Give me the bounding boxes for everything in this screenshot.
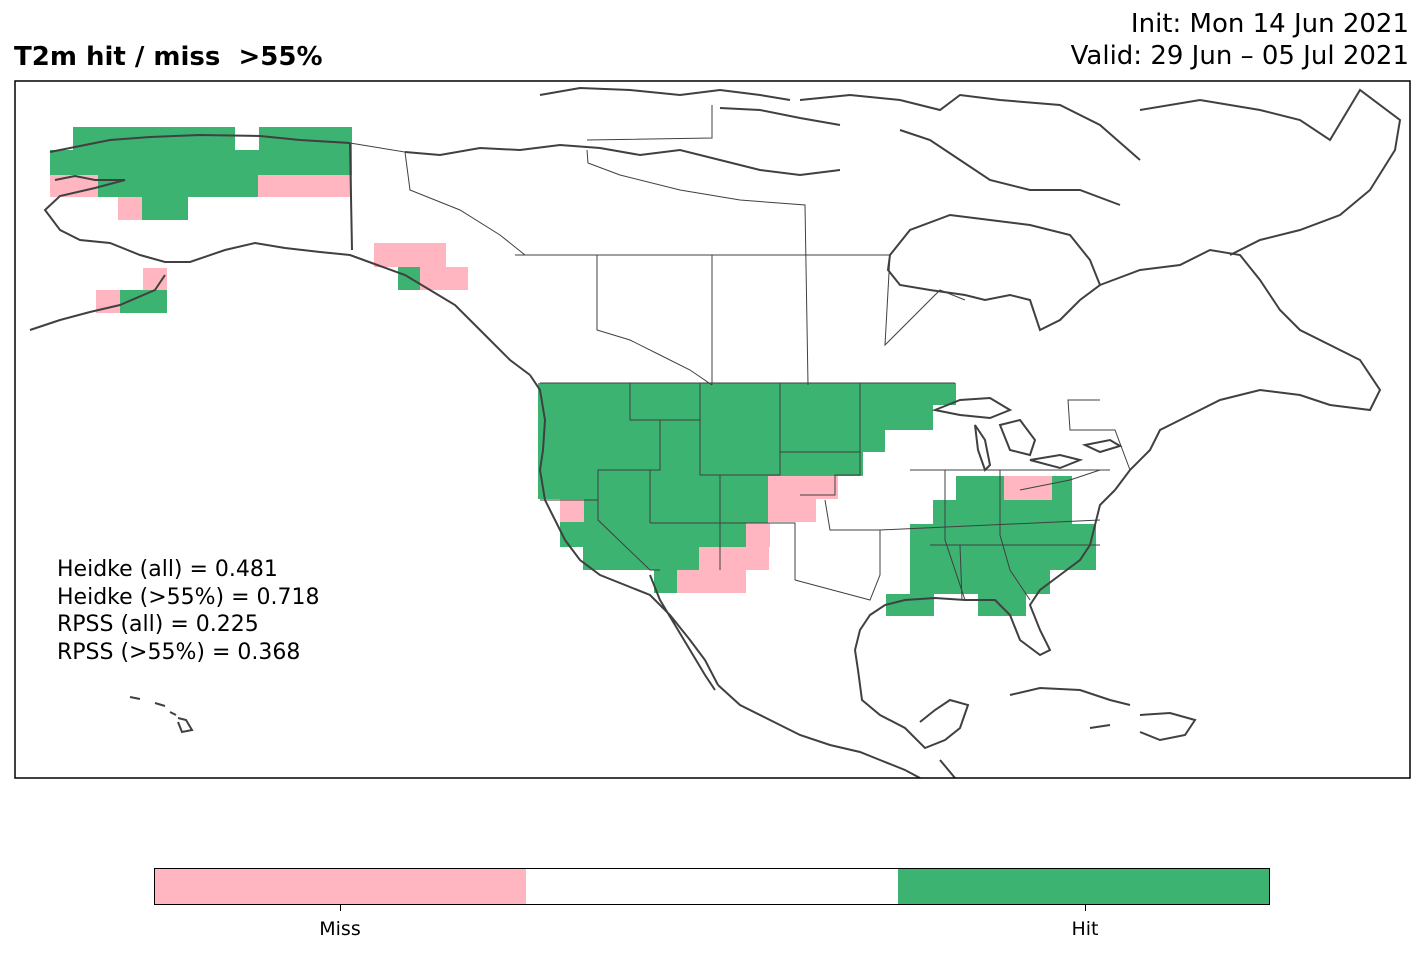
miss-cell xyxy=(374,243,446,267)
hit-cell xyxy=(560,499,768,523)
hit-cell xyxy=(538,476,768,499)
rpss-55: RPSS (>55%) = 0.368 xyxy=(57,639,301,665)
hit-cell xyxy=(654,570,677,593)
colorbar xyxy=(154,868,1270,905)
miss-cell xyxy=(50,175,98,197)
miss-cell xyxy=(560,499,584,522)
miss-cell xyxy=(118,197,142,220)
hit-cell xyxy=(120,290,167,313)
hit-cell xyxy=(583,547,699,570)
colorbar-neutral-segment xyxy=(526,869,898,904)
province-borders xyxy=(349,105,1131,471)
date-info: Init: Mon 14 Jun 2021 Valid: 29 Jun – 05… xyxy=(1071,8,1409,72)
hit-miss-grid xyxy=(50,127,1096,616)
hit-cell xyxy=(538,383,956,405)
great-lakes xyxy=(931,396,1123,472)
init-date: Init: Mon 14 Jun 2021 xyxy=(1130,9,1409,39)
hit-cell xyxy=(98,175,258,197)
verification-scores: Heidke (all) = 0.481 Heidke (>55%) = 0.7… xyxy=(57,556,320,666)
colorbar-hit-segment xyxy=(897,869,1269,904)
hit-cell xyxy=(73,127,235,151)
hit-cell xyxy=(910,546,1096,570)
hit-cell xyxy=(910,524,1096,546)
arctic-coastline xyxy=(404,86,1402,256)
colorbar-label-miss: Miss xyxy=(319,918,361,940)
colorbar-tick-miss xyxy=(340,905,341,911)
hit-cell xyxy=(956,476,1004,500)
valid-date-range: Valid: 29 Jun – 05 Jul 2021 xyxy=(1070,41,1409,71)
hit-cell xyxy=(910,570,1050,594)
hit-cell xyxy=(538,405,933,430)
miss-cell xyxy=(699,547,769,570)
hit-cell xyxy=(978,594,1026,616)
miss-cell xyxy=(258,175,352,197)
hit-cell xyxy=(560,523,770,547)
hawaii-islands xyxy=(129,696,194,734)
pacific-coastline xyxy=(529,374,719,691)
miss-cell xyxy=(768,499,816,522)
heidke-55: Heidke (>55%) = 0.718 xyxy=(57,584,320,610)
alaska-coastline xyxy=(29,133,531,376)
hit-cell xyxy=(142,197,188,220)
hit-cell xyxy=(933,500,1072,524)
labrador-coastline xyxy=(1099,248,1382,491)
heidke-all: Heidke (all) = 0.481 xyxy=(57,557,278,582)
colorbar-tick-hit xyxy=(1085,905,1086,911)
map-outlines xyxy=(29,86,1402,778)
miss-cell xyxy=(746,523,770,547)
hit-cell xyxy=(538,430,885,452)
rpss-all: RPSS (all) = 0.225 xyxy=(57,612,259,637)
map-frame xyxy=(14,80,1411,779)
hit-cell xyxy=(886,594,934,616)
miss-cell xyxy=(768,476,838,499)
hit-cell xyxy=(1052,476,1072,500)
miss-cell xyxy=(143,268,167,290)
us-borders xyxy=(540,382,1110,601)
miss-cell xyxy=(677,570,746,593)
hit-cell xyxy=(50,150,352,175)
hudson-bay-coastline xyxy=(886,213,1102,332)
colorbar-miss-segment xyxy=(155,869,527,904)
miss-cell xyxy=(420,267,468,290)
colorbar-label-hit: Hit xyxy=(1071,918,1099,940)
hit-cell xyxy=(259,127,352,151)
figure-title: T2m hit / miss >55% xyxy=(14,42,323,72)
gulf-atlantic-coastline xyxy=(853,489,1116,750)
caribbean-islands xyxy=(1009,686,1197,742)
mexico-coastline xyxy=(717,684,956,778)
